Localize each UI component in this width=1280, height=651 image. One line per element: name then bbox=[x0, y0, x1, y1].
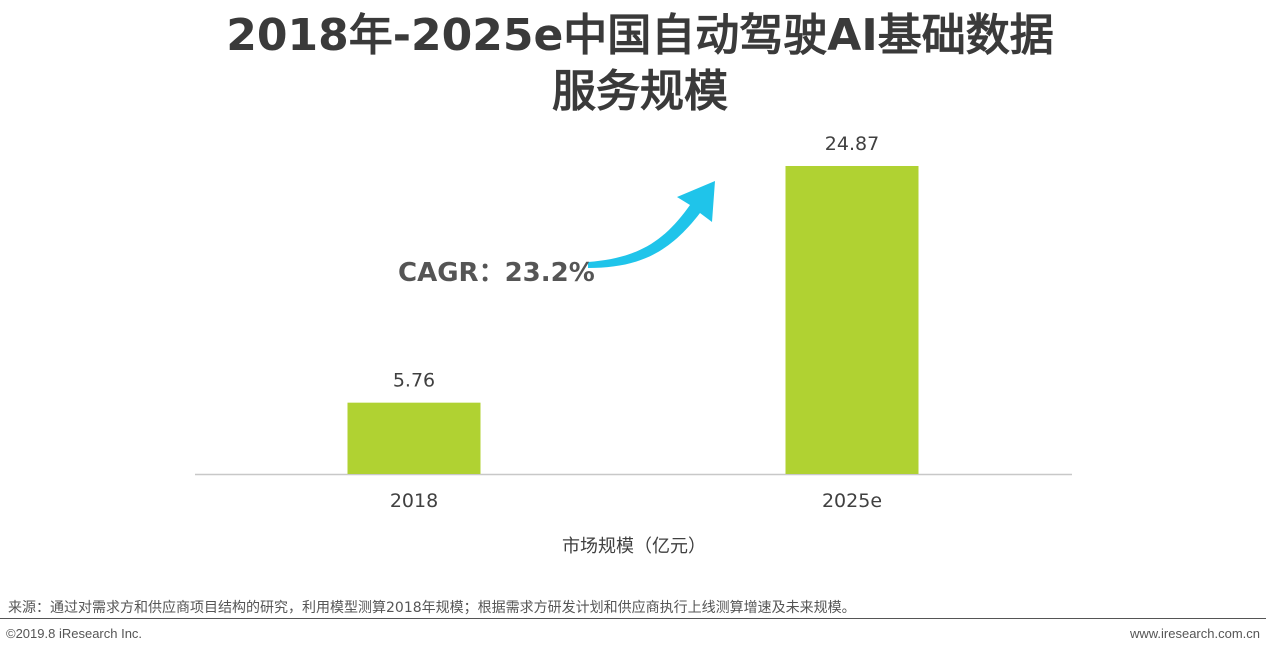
cagr-label: CAGR：23.2% bbox=[398, 258, 595, 288]
chart-title-line-1: 2018年-2025e中国自动驾驶AI基础数据 bbox=[226, 10, 1054, 61]
chart-title-line-2: 服务规模 bbox=[552, 66, 728, 117]
cagr-arrow-icon bbox=[588, 181, 715, 268]
copyright: ©2019.8 iResearch Inc. bbox=[6, 626, 143, 641]
x-axis-label: 市场规模（亿元） bbox=[562, 536, 706, 557]
x-tick-label-2025e: 2025e bbox=[822, 490, 882, 512]
data-label-2025e: 24.87 bbox=[825, 133, 879, 155]
website-link[interactable]: www.iresearch.com.cn bbox=[1129, 626, 1260, 641]
bar-2018 bbox=[347, 402, 481, 474]
x-tick-label-2018: 2018 bbox=[390, 490, 438, 512]
data-label-2018: 5.76 bbox=[393, 370, 435, 392]
bar-2025e bbox=[785, 165, 919, 474]
cagr-annotation: CAGR：23.2% bbox=[398, 181, 715, 288]
source-note: 来源：通过对需求方和供应商项目结构的研究，利用模型测算2018年规模；根据需求方… bbox=[8, 600, 856, 616]
footer-divider bbox=[0, 618, 1266, 619]
chart-title: 2018年-2025e中国自动驾驶AI基础数据 服务规模 bbox=[0, 8, 1280, 120]
bar-chart: 5.76 2018 24.87 2025e CAGR：23.2% 市场规模（亿元） bbox=[195, 133, 1072, 557]
